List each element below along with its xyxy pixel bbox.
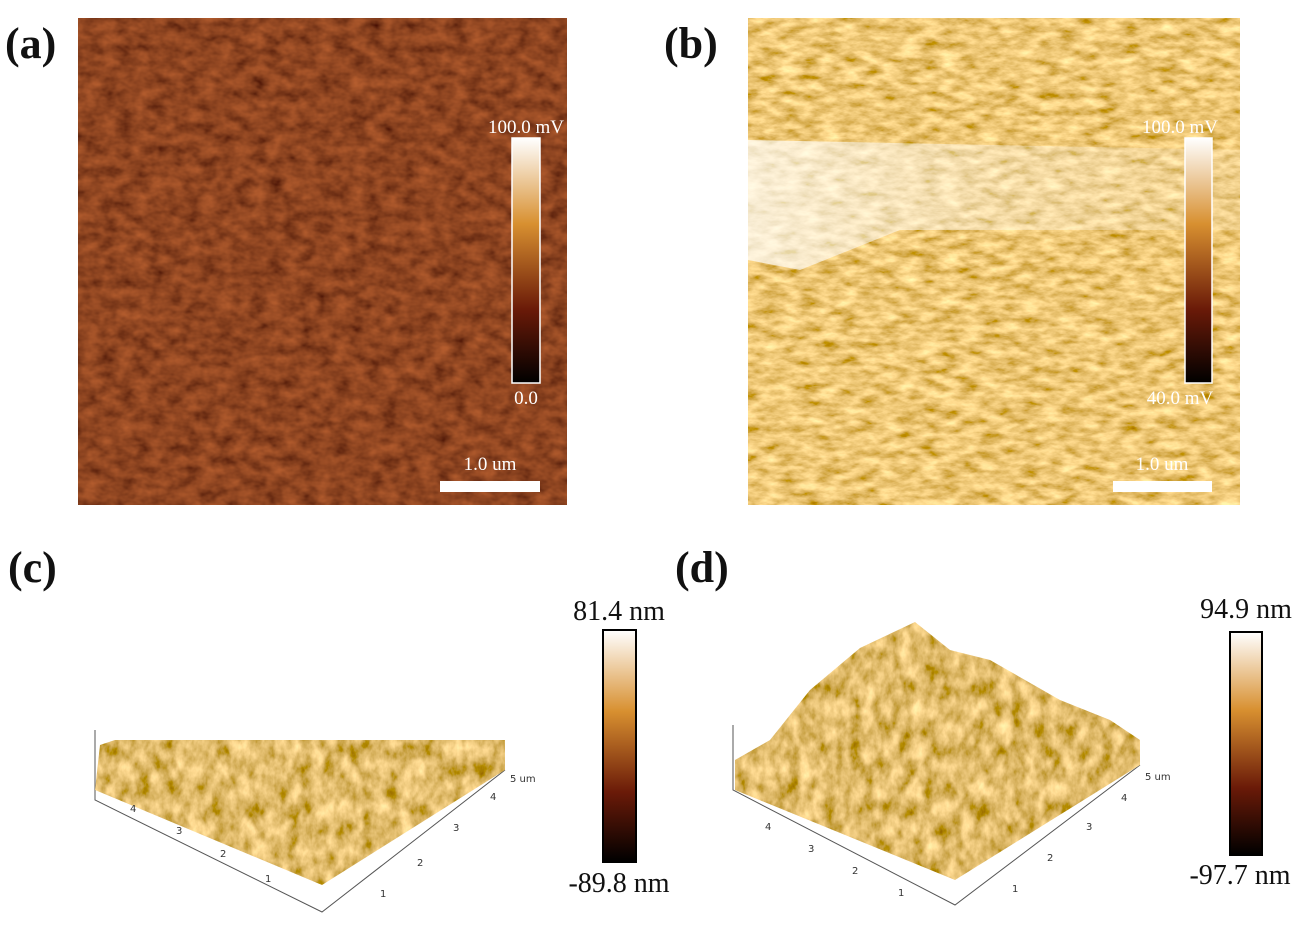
panel-label: (d) — [675, 543, 729, 592]
tick-label: 2 — [852, 866, 858, 877]
kpfm-image — [78, 18, 567, 505]
tick-label: 4 — [765, 822, 771, 833]
surface — [95, 740, 505, 885]
tick-label: 4 — [1121, 793, 1127, 804]
tick-label: 4 — [490, 792, 496, 803]
tick-label: 2 — [220, 849, 226, 860]
scale-bar — [1113, 481, 1212, 492]
colorbar — [511, 137, 541, 384]
colorbar-min: 0.0 — [514, 388, 538, 409]
tick-label: 3 — [1086, 822, 1092, 833]
tick-label: 3 — [176, 826, 182, 837]
tick-label: 5 um — [510, 774, 536, 785]
panel-label: (c) — [8, 543, 57, 592]
colorbar-min: -89.8 nm — [568, 868, 669, 899]
tick-label: 5 um — [1145, 772, 1171, 783]
scale-bar — [440, 481, 540, 492]
tick-label: 1 — [380, 889, 386, 900]
colorbar-max: 81.4 nm — [573, 596, 665, 627]
scale-bar-label: 1.0 um — [464, 454, 517, 475]
colorbar — [1184, 137, 1213, 384]
colorbar-max: 100.0 mV — [1142, 117, 1218, 138]
surface — [735, 622, 1140, 880]
colorbar — [1229, 631, 1263, 856]
kpfm-image — [748, 18, 1240, 505]
axis — [94, 730, 506, 913]
tick-label: 1 — [898, 888, 904, 899]
colorbar-min: -97.7 nm — [1189, 860, 1290, 891]
tick-label: 3 — [808, 844, 814, 855]
panel-label: (a) — [5, 19, 56, 68]
scale-bar-label: 1.0 um — [1136, 454, 1189, 475]
axis — [732, 725, 1141, 906]
tick-label: 3 — [453, 823, 459, 834]
colorbar — [602, 629, 637, 863]
colorbar-min: 40.0 mV — [1147, 388, 1214, 409]
surface-plot — [94, 730, 506, 913]
bright-region — [748, 140, 1240, 270]
colorbar-max: 94.9 nm — [1200, 594, 1292, 625]
surface-plot — [732, 622, 1141, 906]
tick-label: 2 — [417, 858, 423, 869]
tick-label: 2 — [1047, 853, 1053, 864]
tick-label: 1 — [265, 874, 271, 885]
panel-label: (b) — [664, 19, 718, 68]
tick-label: 1 — [1012, 884, 1018, 895]
tick-label: 4 — [130, 804, 136, 815]
colorbar-max: 100.0 mV — [488, 117, 564, 138]
